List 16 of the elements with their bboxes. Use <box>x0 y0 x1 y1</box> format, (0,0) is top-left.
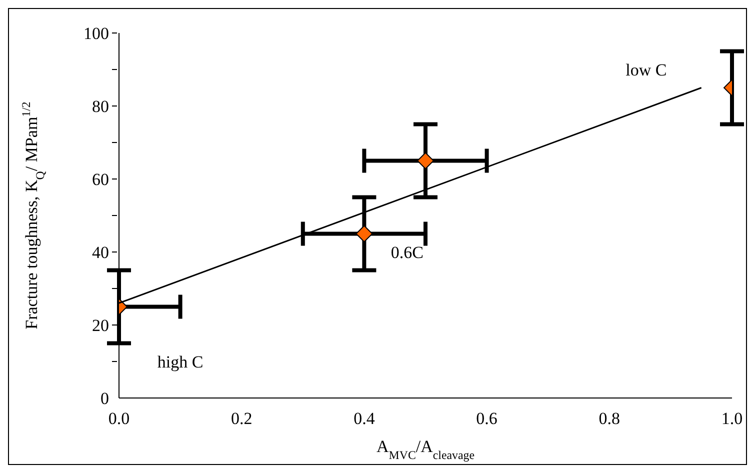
y-tick-label: 60 <box>92 170 109 189</box>
x-axis-title: A$_{MVC}$/A$_{cleavage}$ <box>376 437 474 462</box>
x-tick-label: 0.6 <box>476 409 498 428</box>
annotation: low C <box>626 60 667 80</box>
y-tick-label: 80 <box>92 96 109 116</box>
x-tick-label: 0.2 <box>230 409 252 428</box>
x-tick-label: 0.8 <box>598 409 620 428</box>
y-tick-label: 20 <box>92 316 109 335</box>
y-tick-label: 40 <box>92 242 109 262</box>
x-tick-label: 1.0 <box>721 409 743 428</box>
x-tick-label: 0.4 <box>354 409 376 428</box>
annotation: high C <box>157 352 204 372</box>
annotation: 0.6C <box>390 243 424 262</box>
x-tick-label: 0.0 <box>108 409 130 428</box>
y-tick-label: 0 <box>100 388 109 408</box>
y-tick-label: 100 <box>84 24 109 43</box>
